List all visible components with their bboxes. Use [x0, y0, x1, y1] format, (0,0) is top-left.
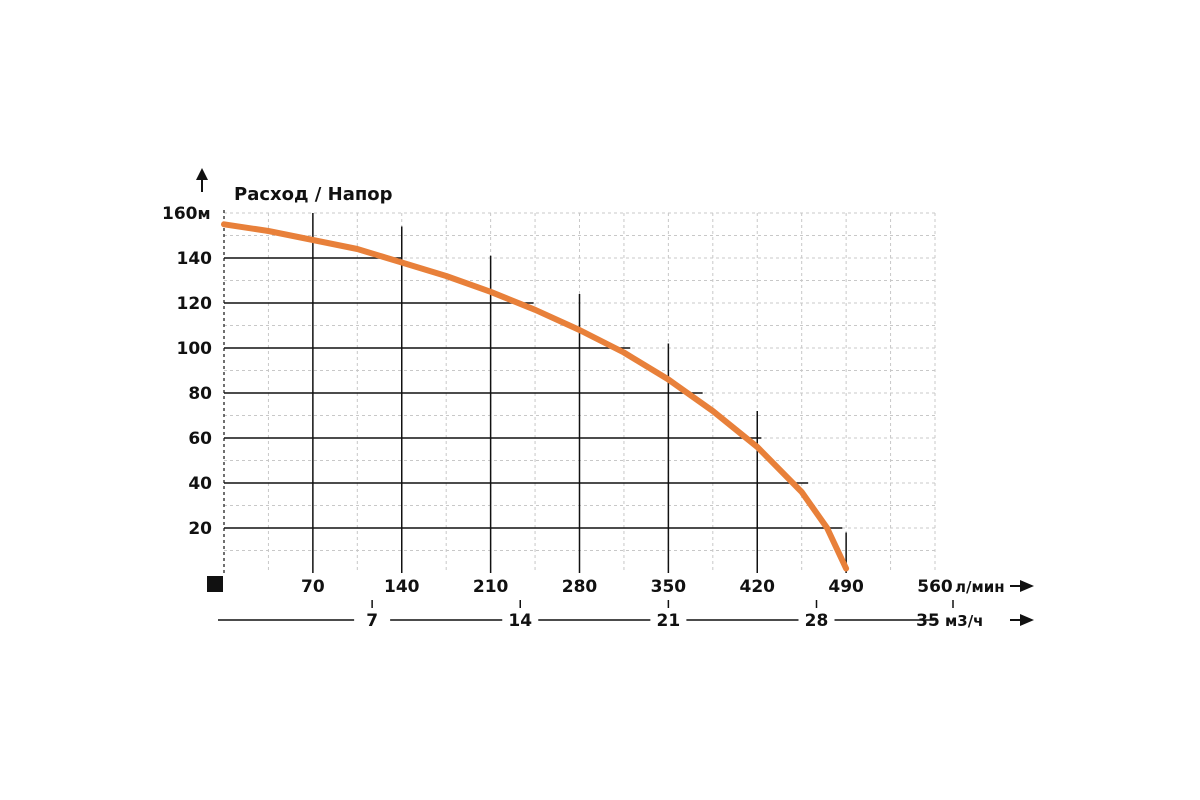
head-flow-curve [221, 221, 850, 572]
y-tick-label: 160м [162, 204, 211, 224]
curve-group [221, 221, 850, 572]
x2-tick-label: 35 [916, 611, 940, 631]
x-unit-label: л/мин [955, 578, 1005, 596]
x-tick-label: 420 [740, 577, 776, 597]
y-axis-arrow-icon [196, 168, 208, 180]
legend-square-icon [207, 576, 223, 592]
y-tick-label: 120 [177, 294, 213, 314]
labels-group: Расход / Напор 160м 140 120 100 80 60 40 20 70 140… [162, 184, 1005, 631]
y-tick-label: 100 [177, 339, 213, 359]
y-tick-label: 40 [188, 474, 212, 494]
x-tick-label: 350 [651, 577, 687, 597]
x2-unit-label: м3/ч [945, 612, 983, 630]
y-tick-label: 80 [188, 384, 212, 404]
major-grid [224, 213, 847, 573]
x-tick-label: 140 [384, 577, 420, 597]
x2-axis-arrow-icon [1020, 614, 1034, 626]
y-tick-label: 60 [188, 429, 212, 449]
x-tick-label: 560 [917, 577, 953, 597]
x-tick-label: 280 [562, 577, 598, 597]
x2-tick-label: 14 [508, 611, 532, 631]
y-tick-label-top: 160 [162, 204, 198, 224]
y-tick-label: 140 [177, 249, 213, 269]
x-tick-label: 210 [473, 577, 509, 597]
x-tick-label: 490 [828, 577, 864, 597]
y-unit-label: м [198, 204, 211, 223]
axes [196, 168, 1034, 626]
x2-tick-label: 7 [366, 611, 378, 631]
x2-tick-label: 28 [805, 611, 829, 631]
chart-title: Расход / Напор [234, 184, 393, 205]
x-axis-arrow-icon [1020, 580, 1034, 592]
y-tick-label: 20 [188, 519, 212, 539]
x2-tick-label: 21 [657, 611, 681, 631]
x-tick-label: 70 [301, 577, 325, 597]
